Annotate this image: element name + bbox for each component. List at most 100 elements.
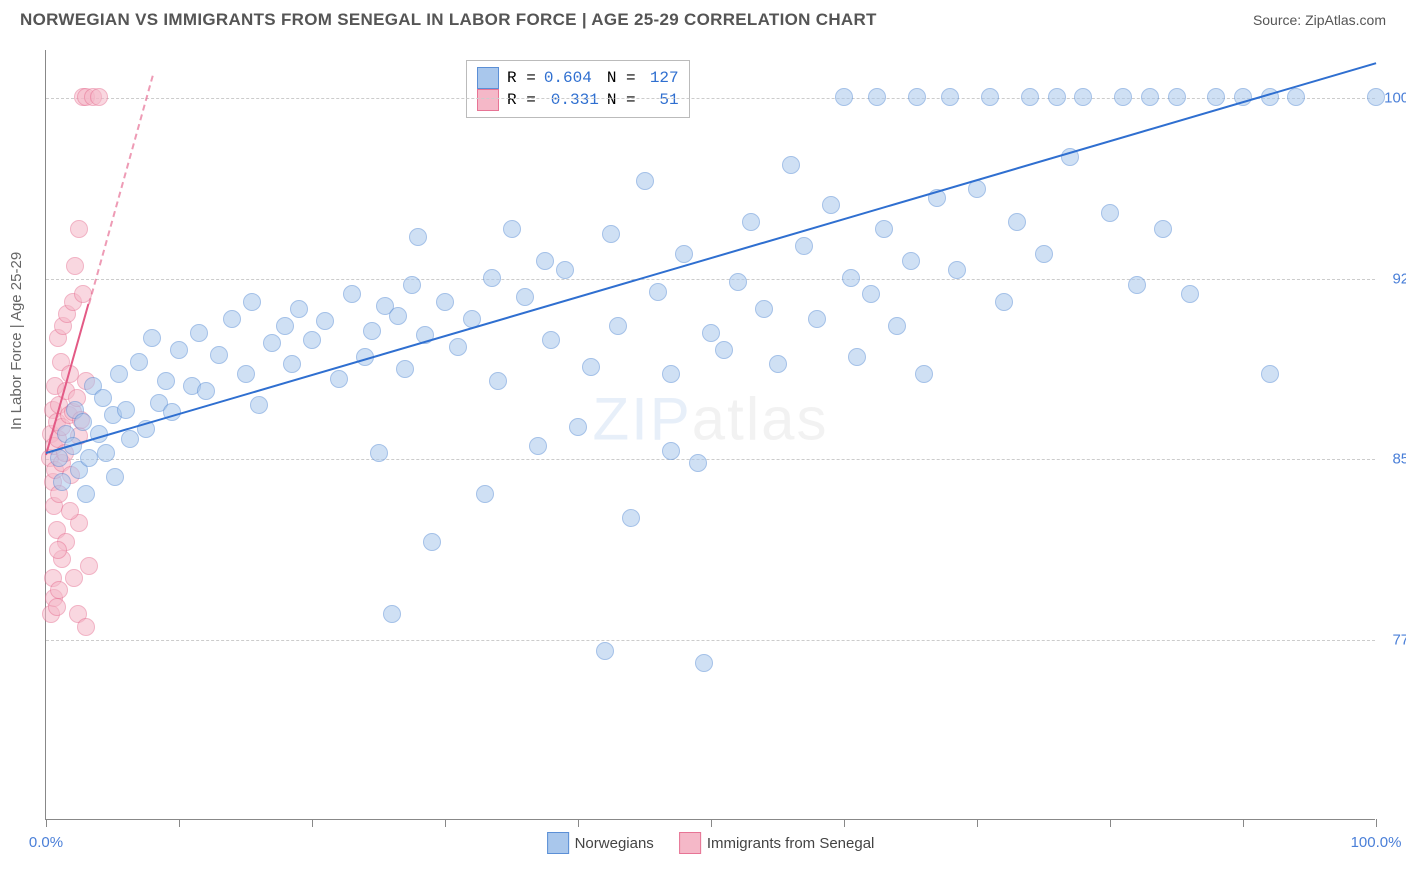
data-point-norwegians: [868, 88, 886, 106]
data-point-norwegians: [1048, 88, 1066, 106]
x-tick: [312, 819, 313, 827]
data-point-norwegians: [636, 172, 654, 190]
data-point-norwegians: [80, 449, 98, 467]
x-tick: [977, 819, 978, 827]
data-point-norwegians: [476, 485, 494, 503]
data-point-norwegians: [769, 355, 787, 373]
x-tick: [46, 819, 47, 827]
gridline: [46, 279, 1375, 280]
data-point-norwegians: [1181, 285, 1199, 303]
data-point-norwegians: [1168, 88, 1186, 106]
data-point-senegal: [61, 502, 79, 520]
data-point-norwegians: [343, 285, 361, 303]
data-point-norwegians: [1035, 245, 1053, 263]
data-point-norwegians: [283, 355, 301, 373]
data-point-norwegians: [622, 509, 640, 527]
data-point-norwegians: [695, 654, 713, 672]
swatch-norwegians: [477, 67, 499, 89]
scatter-chart: ZIPatlas R = 0.604 N = 127 R = 0.331 N =…: [45, 50, 1375, 820]
data-point-norwegians: [77, 485, 95, 503]
data-point-norwegians: [223, 310, 241, 328]
data-point-norwegians: [276, 317, 294, 335]
r-value-norwegians: 0.604: [544, 69, 599, 87]
data-point-norwegians: [121, 430, 139, 448]
data-point-norwegians: [74, 413, 92, 431]
data-point-norwegians: [941, 88, 959, 106]
n-value-senegal: 51: [644, 91, 679, 109]
n-label: N =: [607, 69, 636, 87]
data-point-norwegians: [602, 225, 620, 243]
data-point-norwegians: [436, 293, 454, 311]
x-tick-label: 100.0%: [1351, 834, 1402, 851]
data-point-norwegians: [1021, 88, 1039, 106]
data-point-norwegians: [888, 317, 906, 335]
data-point-norwegians: [542, 331, 560, 349]
stats-legend-box: R = 0.604 N = 127 R = 0.331 N = 51: [466, 60, 690, 118]
data-point-senegal: [80, 557, 98, 575]
data-point-norwegians: [170, 341, 188, 359]
data-point-norwegians: [649, 283, 667, 301]
data-point-norwegians: [423, 533, 441, 551]
data-point-norwegians: [210, 346, 228, 364]
data-point-norwegians: [908, 88, 926, 106]
data-point-norwegians: [157, 372, 175, 390]
data-point-norwegians: [742, 213, 760, 231]
data-point-norwegians: [795, 237, 813, 255]
data-point-norwegians: [842, 269, 860, 287]
data-point-norwegians: [53, 473, 71, 491]
data-point-norwegians: [1261, 365, 1279, 383]
y-tick-label: 85.0%: [1392, 451, 1406, 468]
watermark-atlas: atlas: [692, 386, 829, 453]
data-point-senegal: [66, 257, 84, 275]
data-point-norwegians: [197, 382, 215, 400]
data-point-norwegians: [702, 324, 720, 342]
trendline-dashed-senegal: [88, 75, 154, 304]
data-point-norwegians: [755, 300, 773, 318]
data-point-norwegians: [915, 365, 933, 383]
data-point-senegal: [50, 581, 68, 599]
data-point-norwegians: [596, 642, 614, 660]
data-point-norwegians: [396, 360, 414, 378]
data-point-norwegians: [529, 437, 547, 455]
data-point-norwegians: [689, 454, 707, 472]
x-tick: [445, 819, 446, 827]
legend-item-norwegians: Norwegians: [547, 832, 654, 854]
data-point-norwegians: [106, 468, 124, 486]
x-tick-label: 0.0%: [29, 834, 63, 851]
data-point-norwegians: [243, 293, 261, 311]
data-point-norwegians: [516, 288, 534, 306]
data-point-senegal: [70, 220, 88, 238]
data-point-norwegians: [263, 334, 281, 352]
data-point-norwegians: [569, 418, 587, 436]
swatch-norwegians: [547, 832, 569, 854]
swatch-senegal: [477, 89, 499, 111]
y-tick-label: 77.5%: [1392, 631, 1406, 648]
data-point-norwegians: [1141, 88, 1159, 106]
x-tick: [844, 819, 845, 827]
data-point-norwegians: [97, 444, 115, 462]
data-point-norwegians: [290, 300, 308, 318]
data-point-norwegians: [383, 605, 401, 623]
data-point-norwegians: [981, 88, 999, 106]
data-point-norwegians: [389, 307, 407, 325]
data-point-norwegians: [729, 273, 747, 291]
data-point-norwegians: [556, 261, 574, 279]
data-point-norwegians: [449, 338, 467, 356]
data-point-norwegians: [536, 252, 554, 270]
x-tick: [711, 819, 712, 827]
data-point-norwegians: [902, 252, 920, 270]
data-point-norwegians: [409, 228, 427, 246]
data-point-norwegians: [330, 370, 348, 388]
data-point-norwegians: [662, 365, 680, 383]
stats-row-senegal: R = 0.331 N = 51: [477, 89, 679, 111]
y-tick-label: 92.5%: [1392, 270, 1406, 287]
legend-label-senegal: Immigrants from Senegal: [707, 835, 875, 852]
data-point-norwegians: [303, 331, 321, 349]
x-tick: [179, 819, 180, 827]
data-point-norwegians: [489, 372, 507, 390]
data-point-senegal: [90, 88, 108, 106]
data-point-norwegians: [110, 365, 128, 383]
swatch-senegal: [679, 832, 701, 854]
data-point-norwegians: [1367, 88, 1385, 106]
data-point-norwegians: [1287, 88, 1305, 106]
